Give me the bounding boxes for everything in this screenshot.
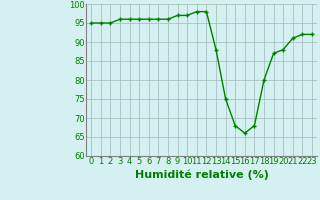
X-axis label: Humidité relative (%): Humidité relative (%) bbox=[135, 169, 268, 180]
